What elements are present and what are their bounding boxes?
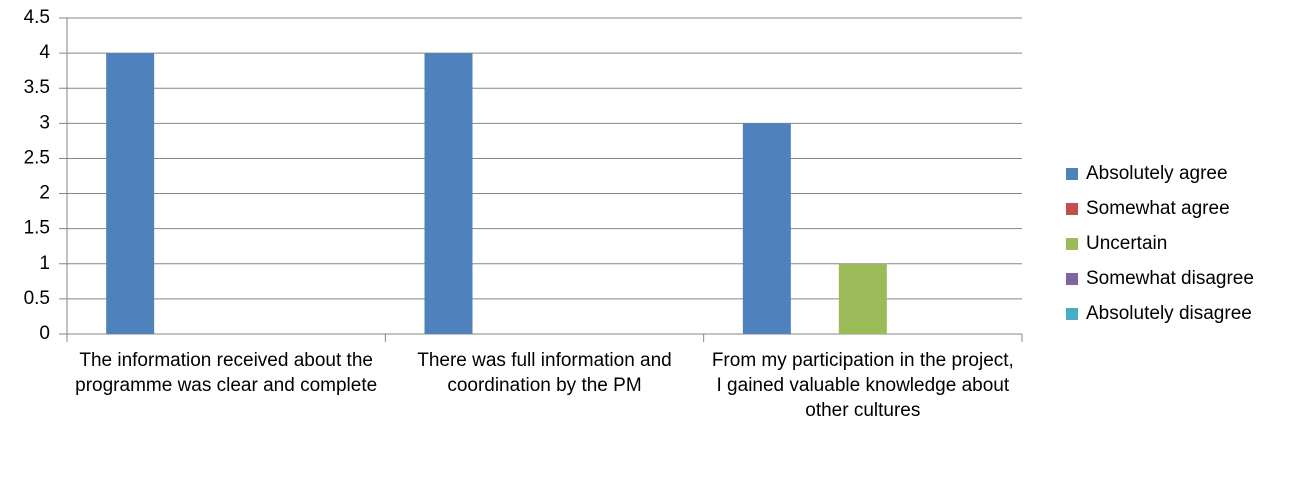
legend-label: Somewhat disagree (1086, 268, 1254, 289)
y-tick-label: 2 (39, 183, 50, 204)
x-tick-label: The information received about the progr… (75, 350, 378, 396)
bar (838, 263, 887, 334)
y-tick-label: 2.5 (24, 147, 50, 168)
y-tick-label: 3 (39, 112, 50, 133)
y-tick-label: 3.5 (24, 77, 50, 98)
legend-label: Somewhat agree (1086, 198, 1230, 219)
y-tick-label: 4 (39, 42, 50, 63)
y-tick-label: 0.5 (24, 288, 50, 309)
x-tick-label: There was full information and coordinat… (417, 350, 672, 396)
y-tick-label: 0 (39, 323, 50, 344)
legend-label: Absolutely disagree (1086, 303, 1252, 324)
bar (742, 123, 791, 334)
legend-swatch (1066, 238, 1078, 250)
x-tick-label: From my participation in the project, I … (711, 350, 1014, 421)
y-tick-label: 1 (39, 253, 50, 274)
legend-swatch (1066, 168, 1078, 180)
legend-label: Uncertain (1086, 233, 1167, 254)
y-tick-label: 4.5 (24, 7, 50, 28)
legend-swatch (1066, 308, 1078, 320)
bar (106, 53, 155, 334)
legend-label: Absolutely agree (1086, 163, 1228, 184)
legend-swatch (1066, 203, 1078, 215)
y-tick-label: 1.5 (24, 218, 50, 239)
legend-swatch (1066, 273, 1078, 285)
bar (424, 53, 473, 334)
